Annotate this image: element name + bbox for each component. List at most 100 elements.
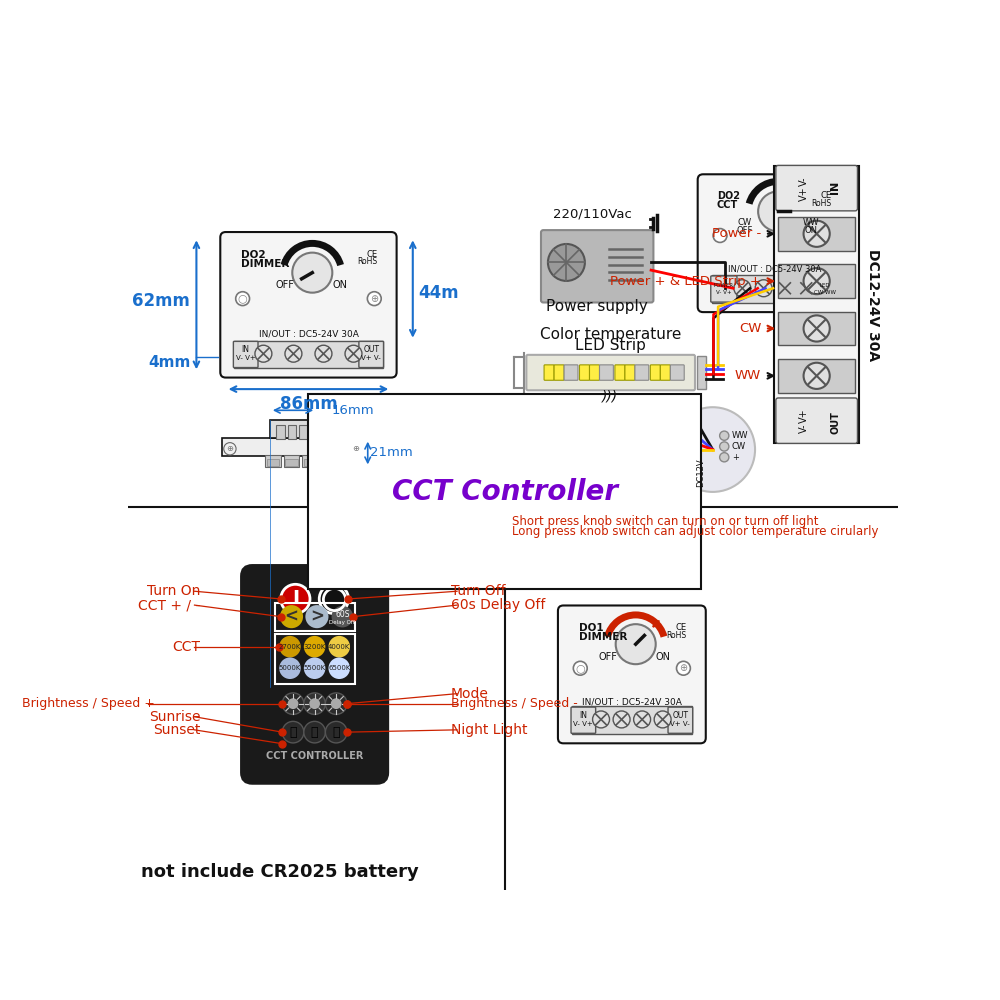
Circle shape bbox=[573, 661, 587, 675]
Circle shape bbox=[255, 345, 272, 362]
FancyBboxPatch shape bbox=[711, 276, 737, 302]
Bar bbox=[222, 438, 364, 456]
Text: IN/OUT : DC5-24V 30A: IN/OUT : DC5-24V 30A bbox=[728, 265, 821, 274]
Circle shape bbox=[798, 280, 815, 297]
Circle shape bbox=[583, 430, 596, 442]
Text: IN/OUT : DC5-24V 30A: IN/OUT : DC5-24V 30A bbox=[582, 698, 682, 707]
Text: +: + bbox=[732, 453, 739, 462]
Text: Turn Off: Turn Off bbox=[451, 584, 506, 598]
Circle shape bbox=[609, 414, 621, 426]
Text: 🌅: 🌅 bbox=[289, 726, 297, 739]
Circle shape bbox=[758, 191, 798, 231]
Text: DO2: DO2 bbox=[717, 191, 740, 201]
Circle shape bbox=[281, 584, 310, 614]
Circle shape bbox=[720, 453, 729, 462]
Circle shape bbox=[304, 636, 325, 657]
Bar bbox=[712, 275, 837, 303]
Circle shape bbox=[305, 605, 328, 628]
Circle shape bbox=[734, 280, 751, 297]
Circle shape bbox=[600, 476, 613, 488]
FancyBboxPatch shape bbox=[241, 565, 388, 783]
FancyBboxPatch shape bbox=[776, 165, 857, 211]
Text: WW: WW bbox=[732, 431, 748, 440]
Bar bbox=[270, 420, 316, 438]
FancyBboxPatch shape bbox=[544, 365, 554, 380]
Text: CW: CW bbox=[738, 218, 752, 227]
Circle shape bbox=[670, 407, 755, 492]
Text: RoHS: RoHS bbox=[812, 199, 832, 208]
Text: DIMMER: DIMMER bbox=[241, 259, 289, 269]
Text: DC12V: DC12V bbox=[696, 458, 705, 487]
FancyBboxPatch shape bbox=[564, 365, 578, 380]
FancyBboxPatch shape bbox=[615, 365, 625, 380]
Circle shape bbox=[328, 636, 350, 657]
Text: 5000K: 5000K bbox=[279, 665, 301, 671]
Circle shape bbox=[617, 430, 630, 442]
Text: Sunrise: Sunrise bbox=[149, 710, 201, 724]
Bar bbox=[322, 459, 335, 466]
Text: DC12-24V 30A: DC12-24V 30A bbox=[866, 249, 880, 361]
Text: V- V+: V- V+ bbox=[573, 721, 593, 727]
Text: Mode: Mode bbox=[451, 687, 489, 701]
Text: V- V+: V- V+ bbox=[716, 290, 732, 295]
Circle shape bbox=[617, 460, 630, 473]
Text: RoHS: RoHS bbox=[357, 257, 377, 266]
Text: CW: CW bbox=[732, 442, 746, 451]
Circle shape bbox=[720, 431, 729, 440]
Text: 16mm: 16mm bbox=[332, 404, 374, 417]
Text: 220/110Vac: 220/110Vac bbox=[553, 207, 631, 220]
Bar bbox=[299, 425, 308, 439]
Text: Power + & LED Strip +: Power + & LED Strip + bbox=[610, 275, 761, 288]
FancyBboxPatch shape bbox=[220, 232, 397, 378]
FancyBboxPatch shape bbox=[359, 341, 384, 368]
Text: 3200K: 3200K bbox=[303, 644, 326, 650]
Bar bbox=[321, 455, 336, 467]
Circle shape bbox=[315, 345, 332, 362]
FancyBboxPatch shape bbox=[541, 230, 653, 302]
Text: V+: V+ bbox=[799, 409, 809, 423]
Text: 5500K: 5500K bbox=[303, 665, 326, 671]
Circle shape bbox=[304, 657, 325, 679]
Circle shape bbox=[592, 414, 604, 426]
Text: Power -: Power - bbox=[712, 227, 761, 240]
Circle shape bbox=[279, 657, 301, 679]
Text: not include CR2025 battery: not include CR2025 battery bbox=[141, 863, 419, 881]
Circle shape bbox=[325, 721, 347, 743]
Text: V- V+: V- V+ bbox=[236, 355, 256, 361]
FancyBboxPatch shape bbox=[233, 341, 258, 368]
Circle shape bbox=[309, 698, 320, 709]
Text: ⊕: ⊕ bbox=[679, 663, 688, 673]
Circle shape bbox=[654, 711, 671, 728]
Circle shape bbox=[332, 606, 353, 627]
Bar bbox=[276, 425, 285, 439]
Text: CW WW: CW WW bbox=[814, 290, 836, 295]
Text: ○: ○ bbox=[575, 663, 585, 673]
Text: 4mm: 4mm bbox=[148, 355, 190, 370]
FancyBboxPatch shape bbox=[558, 605, 706, 743]
Text: Delay Off: Delay Off bbox=[329, 620, 355, 625]
Text: V-: V- bbox=[799, 176, 809, 186]
Circle shape bbox=[600, 460, 613, 473]
Text: 60s Delay Off: 60s Delay Off bbox=[451, 598, 545, 612]
Circle shape bbox=[345, 345, 362, 362]
FancyBboxPatch shape bbox=[573, 401, 640, 489]
Bar bbox=[778, 264, 855, 298]
Text: ON: ON bbox=[656, 652, 671, 662]
Text: 🌙: 🌙 bbox=[332, 726, 340, 739]
Bar bbox=[774, 166, 859, 443]
Circle shape bbox=[804, 363, 830, 389]
FancyBboxPatch shape bbox=[660, 365, 670, 380]
Circle shape bbox=[822, 229, 836, 242]
Text: CE: CE bbox=[821, 191, 832, 200]
Bar bbox=[572, 706, 692, 734]
Text: WW: WW bbox=[735, 369, 761, 382]
Text: ⊕: ⊕ bbox=[226, 444, 233, 453]
Text: 6500K: 6500K bbox=[328, 665, 350, 671]
Circle shape bbox=[804, 221, 830, 247]
Text: LED Strip: LED Strip bbox=[575, 338, 646, 353]
Text: CE: CE bbox=[675, 623, 687, 632]
Text: CE: CE bbox=[366, 250, 377, 259]
Text: IN: IN bbox=[242, 345, 250, 354]
FancyBboxPatch shape bbox=[668, 707, 693, 733]
Text: Turn On: Turn On bbox=[147, 584, 201, 598]
